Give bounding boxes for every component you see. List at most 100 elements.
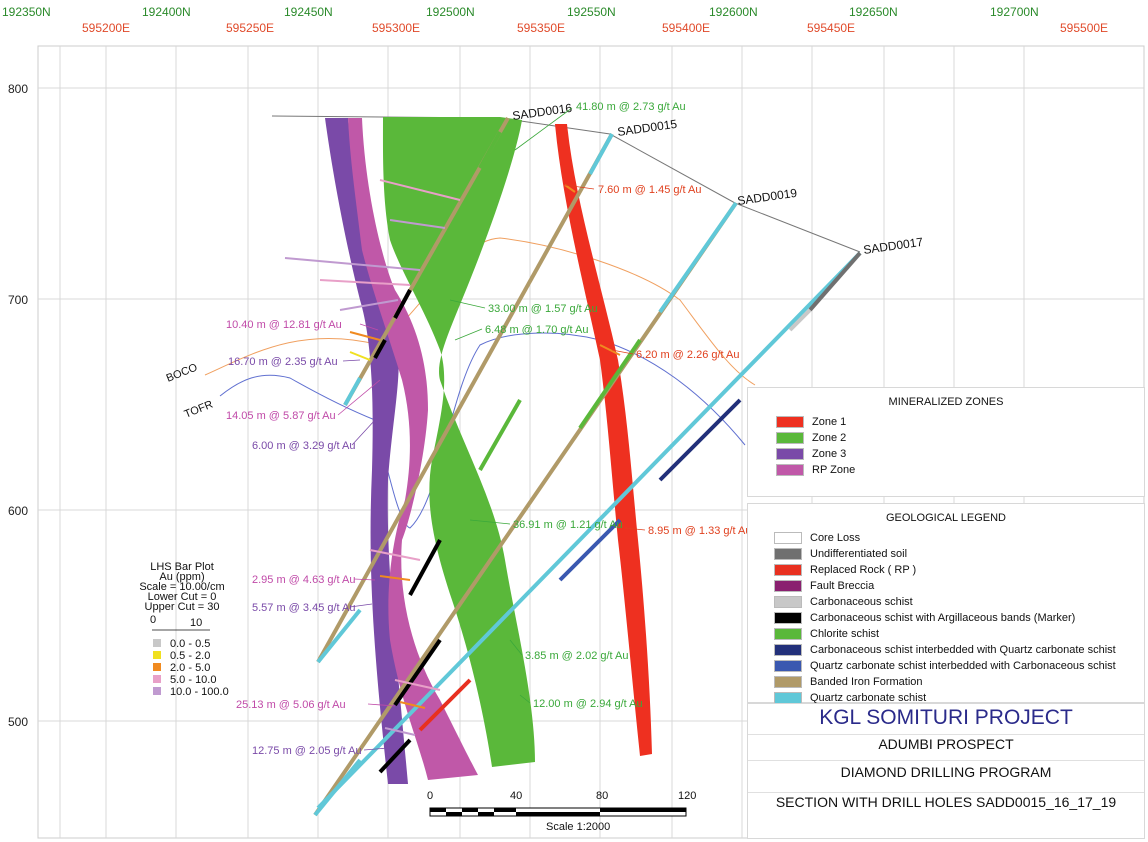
legend-item-label: Carbonaceous schist — [810, 596, 913, 608]
zone3-polygon — [325, 118, 408, 784]
easting-label: 595350E — [517, 21, 565, 35]
bar-plot-legend: LHS Bar Plot Au (ppm) Scale = 10.00/cm L… — [139, 561, 228, 698]
boco-surface-line — [204, 237, 756, 386]
legend-title: MINERALIZED ZONES — [888, 396, 1004, 408]
program-title: DIAMOND DRILLING PROGRAM — [840, 764, 1052, 780]
bin-label: 0.5 - 2.0 — [170, 650, 210, 662]
easting-label: 595300E — [372, 21, 420, 35]
legend-item-label: Replaced Rock ( RP ) — [810, 564, 917, 576]
bin-swatch — [153, 675, 161, 683]
northing-label: 192500N — [426, 5, 475, 19]
drill-hole-sadd0015 — [316, 133, 614, 664]
bar-plot-unit: Au (ppm) — [159, 571, 204, 583]
color-swatch — [774, 644, 802, 656]
drill-hole-sadd0017 — [316, 251, 862, 810]
scale-tick: 80 — [596, 790, 608, 802]
surface-label-boco: BOCO — [165, 361, 200, 384]
legend-item-label: Zone 2 — [812, 432, 847, 444]
legend-title: GEOLOGICAL LEGEND — [885, 512, 1007, 524]
legend-item: Replaced Rock ( RP ) — [774, 562, 1144, 578]
scale-tick: 120 — [678, 790, 696, 802]
legend-item: Carbonaceous schist — [774, 594, 1144, 610]
legend-item-label: Quartz carbonate schist interbedded with… — [810, 660, 1116, 672]
legend-item: Carbonaceous schist with Argillaceous ba… — [774, 610, 1144, 626]
geological-legend: GEOLOGICAL LEGEND Core Loss Undifferenti… — [747, 503, 1145, 704]
scale-tick: 40 — [510, 790, 522, 802]
bin-label: 5.0 - 10.0 — [170, 674, 216, 686]
intercept-label: 2.95 m @ 4.63 g/t Au — [252, 574, 356, 586]
color-swatch — [774, 660, 802, 672]
legend-item: Core Loss — [774, 530, 1144, 546]
scale-label: Scale 1:2000 — [546, 821, 610, 833]
intercept-label: 33.00 m @ 1.57 g/t Au — [488, 303, 598, 315]
color-swatch — [774, 596, 802, 608]
color-swatch — [774, 628, 802, 640]
scale-bar: 0 40 80 120 Scale 1:2000 — [427, 790, 696, 833]
elevation-label: 700 — [8, 293, 28, 307]
legend-item: Undifferentiated soil — [774, 546, 1144, 562]
assay-bars — [284, 179, 621, 736]
intercept-label: 41.80 m @ 2.73 g/t Au — [576, 101, 686, 113]
intercept-label: 6.00 m @ 3.29 g/t Au — [252, 440, 356, 452]
intercept-label: 12.00 m @ 2.94 g/t Au — [533, 698, 643, 710]
legend-item-label: Zone 1 — [812, 416, 847, 428]
mineralized-zones-legend: MINERALIZED ZONES Zone 1 Zone 2 Zone 3 R… — [747, 387, 1145, 497]
northing-label: 192450N — [284, 5, 333, 19]
intercept-label: 12.75 m @ 2.05 g/t Au — [252, 745, 362, 757]
northing-label: 192550N — [567, 5, 616, 19]
drill-hole-label-sadd0015: SADD0015 — [616, 117, 678, 139]
intercept-label: 10.40 m @ 12.81 g/t Au — [226, 319, 342, 331]
legend-item-label: Banded Iron Formation — [810, 676, 923, 688]
intercept-label: 7.60 m @ 1.45 g/t Au — [598, 184, 702, 196]
bar-plot-title: LHS Bar Plot — [150, 561, 214, 573]
northing-labels: 192350N 192400N 192450N 192500N 192550N … — [2, 5, 1039, 19]
bar-plot-lower-cut: Lower Cut = 0 — [148, 591, 217, 603]
easting-label: 595400E — [662, 21, 710, 35]
legend-item-label: Carbonaceous schist with Argillaceous ba… — [810, 612, 1076, 624]
intercept-labels: 41.80 m @ 2.73 g/t Au 33.00 m @ 1.57 g/t… — [226, 101, 752, 757]
intercept-label: 6.48 m @ 1.70 g/t Au — [485, 324, 589, 336]
legend-item: Zone 3 — [776, 446, 1144, 462]
color-swatch — [774, 548, 802, 560]
intercept-leaders — [337, 107, 646, 751]
zone2-polygon — [382, 117, 535, 767]
legend-item-label: Undifferentiated soil — [810, 548, 908, 560]
legend-item: Zone 2 — [776, 430, 1144, 446]
prospect-title: ADUMBI PROSPECT — [878, 736, 1014, 752]
bin-label: 2.0 - 5.0 — [170, 662, 210, 674]
section-title: SECTION WITH DRILL HOLES SADD0015_16_17_… — [775, 794, 1117, 810]
drill-hole-label-sadd0016: SADD0016 — [511, 101, 573, 123]
bar-plot-upper-cut: Upper Cut = 30 — [145, 601, 220, 613]
northing-label: 192600N — [709, 5, 758, 19]
project-title: KGL SOMITURI PROJECT — [819, 706, 1073, 729]
elevation-labels: 800 700 600 500 — [8, 82, 28, 729]
legend-item-label: Carbonaceous schist interbedded with Qua… — [810, 644, 1116, 656]
bin-swatch — [153, 639, 161, 647]
bin-swatch — [153, 663, 161, 671]
bin-swatch — [153, 651, 161, 659]
color-swatch — [776, 464, 804, 476]
easting-label: 595250E — [226, 21, 274, 35]
bin-label: 0.0 - 0.5 — [170, 638, 210, 650]
legend-item-label: Chlorite schist — [810, 628, 880, 640]
legend-item: RP Zone — [776, 462, 1144, 478]
legend-item: Chlorite schist — [774, 626, 1144, 642]
drill-hole-label-sadd0019: SADD0019 — [736, 186, 798, 208]
easting-label: 595450E — [807, 21, 855, 35]
legend-item: Quartz carbonate schist interbedded with… — [774, 658, 1144, 674]
elevation-label: 800 — [8, 82, 28, 96]
scale-tick: 0 — [427, 790, 433, 802]
legend-item: Zone 1 — [776, 414, 1144, 430]
intercept-label: 16.70 m @ 2.35 g/t Au — [228, 356, 338, 368]
bar-plot-axis-start: 0 — [150, 614, 156, 626]
elevation-label: 600 — [8, 504, 28, 518]
zone1-polygon — [555, 124, 652, 756]
easting-label: 595200E — [82, 21, 130, 35]
northing-label: 192650N — [849, 5, 898, 19]
legend-item: Fault Breccia — [774, 578, 1144, 594]
color-swatch — [774, 580, 802, 592]
northing-label: 192700N — [990, 5, 1039, 19]
color-swatch — [774, 564, 802, 576]
color-swatch — [776, 448, 804, 460]
